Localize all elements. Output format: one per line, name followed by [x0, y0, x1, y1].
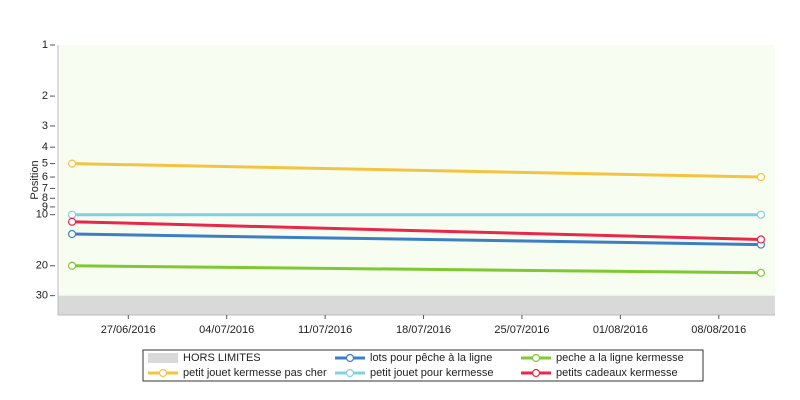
- data-point: [756, 172, 766, 182]
- x-tick-label: 04/07/2016: [199, 324, 254, 336]
- out-of-range-band: [58, 295, 775, 315]
- data-point: [756, 210, 766, 219]
- y-tick-label: 8: [42, 192, 48, 204]
- y-tick-label: 30: [36, 290, 48, 302]
- data-point: [756, 268, 766, 277]
- legend-swatch: [148, 353, 178, 363]
- legend-label: petit jouet kermesse pas cher: [183, 367, 327, 379]
- legend-marker: [345, 368, 355, 378]
- y-tick-label: 3: [42, 120, 48, 132]
- legend-marker: [345, 353, 355, 363]
- data-point: [67, 159, 77, 168]
- y-axis-label: Position: [29, 160, 41, 199]
- y-tick-label: 2: [42, 90, 48, 102]
- data-point: [67, 229, 77, 239]
- legend-box: [142, 349, 704, 382]
- x-tick-label: 11/07/2016: [298, 324, 352, 336]
- plot-area: [58, 45, 775, 315]
- y-tick-label: 1: [42, 39, 48, 51]
- legend-label: peche a la ligne kermesse: [556, 352, 684, 364]
- y-tick-label: 7: [42, 182, 48, 194]
- data-point: [756, 235, 766, 244]
- y-tick-label: 5: [42, 158, 48, 170]
- data-point: [67, 261, 77, 270]
- legend-label: HORS LIMITES: [183, 352, 261, 364]
- y-tick-label: 9: [42, 201, 48, 213]
- x-tick-label: 01/08/2016: [593, 324, 648, 336]
- x-tick-label: 25/07/2016: [494, 324, 549, 336]
- y-tick-label: 20: [36, 260, 48, 272]
- series-line: [72, 220, 761, 241]
- legend-label: petits cadeaux kermesse: [556, 367, 678, 379]
- legend-label: lots pour pêche à la ligne: [370, 352, 492, 364]
- series-line: [72, 162, 761, 179]
- series-line: [72, 264, 761, 275]
- legend-label: petit jouet pour kermesse: [370, 367, 494, 379]
- legend-marker: [531, 353, 541, 363]
- y-tick-label: 4: [42, 141, 48, 153]
- x-tick-label: 08/08/2016: [691, 324, 746, 336]
- legend-marker: [158, 368, 168, 378]
- x-tick-label: 27/06/2016: [101, 324, 156, 336]
- series-line: [72, 232, 761, 247]
- legend-marker: [531, 368, 541, 378]
- y-tick-label: 6: [42, 171, 48, 183]
- y-tick-label: 10: [36, 209, 48, 221]
- data-point: [67, 210, 77, 219]
- data-point: [67, 217, 77, 226]
- x-tick-label: 18/07/2016: [396, 324, 451, 336]
